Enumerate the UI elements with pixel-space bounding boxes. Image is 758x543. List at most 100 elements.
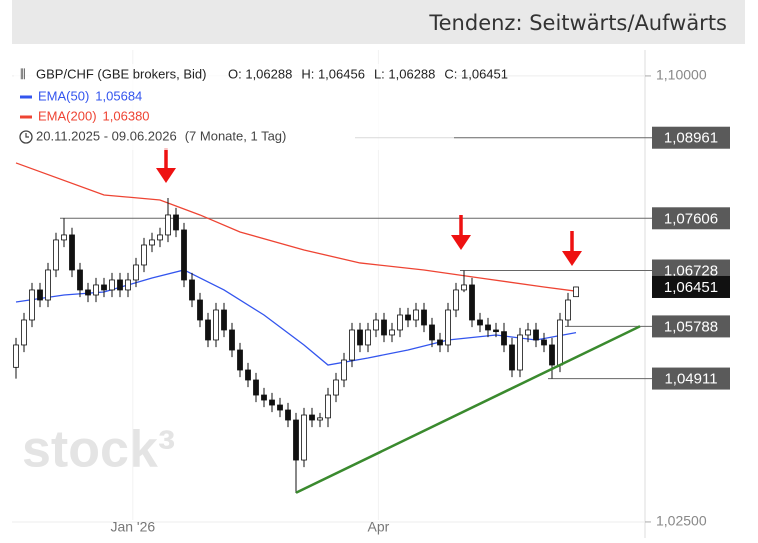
candle-body xyxy=(373,319,379,331)
candle-body xyxy=(525,329,531,336)
level-label: 1,08961 xyxy=(664,130,718,147)
level-label: 1,06451 xyxy=(664,279,718,296)
candle-body xyxy=(245,369,251,381)
candle-body xyxy=(501,331,507,346)
candle-body xyxy=(157,234,163,241)
candle-body xyxy=(381,319,387,336)
candle-body xyxy=(437,339,443,346)
candle-body xyxy=(117,279,123,291)
level-box xyxy=(652,315,730,338)
candle-body xyxy=(69,234,75,271)
legend-icon: ⫼ xyxy=(20,67,26,81)
candle-body xyxy=(325,394,331,419)
candle-body xyxy=(469,284,475,321)
candle-body xyxy=(165,214,171,236)
legend-name: EMA(50) xyxy=(38,88,89,103)
candle-body xyxy=(341,359,347,381)
level-box xyxy=(652,207,730,230)
level-box xyxy=(652,367,730,390)
candle-body xyxy=(277,404,283,411)
ohlc-label: L: 1,06288 xyxy=(374,66,435,81)
candle-body xyxy=(365,329,371,346)
level-box xyxy=(652,126,730,149)
trendline xyxy=(295,325,641,494)
ohlc-label: O: 1,06288 xyxy=(228,66,292,81)
candle-body xyxy=(149,239,155,246)
level-box xyxy=(652,275,730,298)
legend-name: EMA(200) xyxy=(38,108,97,123)
candle-body xyxy=(429,324,435,341)
level-label: 1,06728 xyxy=(664,262,718,279)
candle-body xyxy=(517,334,523,371)
candle-body xyxy=(85,289,91,296)
candle-body xyxy=(205,319,211,341)
tendency: Tendenz: Seitwärts/Aufwärts xyxy=(428,11,727,35)
ohlc-label: C: 1,06451 xyxy=(444,66,508,81)
candle-body xyxy=(181,229,187,281)
arrow xyxy=(451,235,471,250)
candle-body xyxy=(333,379,339,396)
candle-body xyxy=(29,289,35,321)
header-band xyxy=(12,0,745,44)
candle-body xyxy=(549,344,555,366)
x-tick-label: Apr xyxy=(368,519,390,535)
y-tick-label: 1,02500 xyxy=(656,513,707,529)
candle-body xyxy=(109,279,115,291)
level-label: 1,04911 xyxy=(664,371,717,388)
candle-body xyxy=(61,234,67,241)
candle-body xyxy=(53,239,59,271)
candle-body xyxy=(397,314,403,331)
ema-line xyxy=(15,269,577,366)
legend-value: 1,06380 xyxy=(103,108,150,123)
candle-body xyxy=(509,344,515,371)
candle-body xyxy=(269,399,275,406)
candle-body xyxy=(389,329,395,336)
candle-body xyxy=(141,244,147,266)
candle-body xyxy=(301,414,307,461)
legend-bg xyxy=(14,64,454,150)
candle-body xyxy=(101,284,107,291)
ema-line xyxy=(15,162,577,292)
candle-body xyxy=(573,286,579,298)
candle-body xyxy=(77,269,83,291)
candle-body xyxy=(485,324,491,331)
period-length: (7 Monate, 1 Tag) xyxy=(185,128,287,143)
candle-body xyxy=(317,417,323,421)
clock-icon xyxy=(19,130,33,144)
arrow xyxy=(156,168,176,183)
candle-body xyxy=(213,309,219,341)
candle-body xyxy=(453,289,459,311)
x-tick-label: Jan '26 xyxy=(110,519,155,535)
level-label: 1,07606 xyxy=(664,210,718,227)
candle-body xyxy=(421,309,427,326)
legend-title: GBP/CHF (GBE brokers, Bid) xyxy=(36,66,206,81)
candle-body xyxy=(229,329,235,351)
candle-body xyxy=(285,409,291,421)
arrow xyxy=(562,251,582,266)
candle-body xyxy=(189,279,195,301)
candle-body xyxy=(413,309,419,321)
candle-body xyxy=(173,214,179,231)
candle-body xyxy=(405,314,411,321)
candle-body xyxy=(37,289,43,301)
candle-body xyxy=(13,344,19,368)
candle-body xyxy=(565,299,571,321)
clock-icon xyxy=(25,133,29,138)
candle-body xyxy=(445,309,451,346)
legend-value: 1,05684 xyxy=(95,88,142,103)
candle-body xyxy=(533,329,539,341)
ohlc-label: H: 1,06456 xyxy=(301,66,365,81)
candle-body xyxy=(557,319,563,366)
y-tick-label: 1,10000 xyxy=(656,67,707,83)
candle-body xyxy=(261,394,267,401)
candle-body xyxy=(253,379,259,396)
candle-body xyxy=(349,329,355,361)
candle-body xyxy=(293,419,299,461)
candle-body xyxy=(309,414,315,421)
candle-body xyxy=(493,329,499,333)
level-label: 1,05788 xyxy=(664,318,718,335)
candle-body xyxy=(197,299,203,321)
candle-body xyxy=(133,264,139,281)
watermark: stock³ xyxy=(22,421,175,479)
